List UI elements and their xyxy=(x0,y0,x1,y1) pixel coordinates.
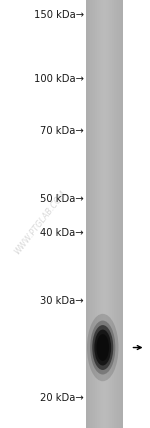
Text: 40 kDa→: 40 kDa→ xyxy=(40,228,84,238)
Text: 150 kDa→: 150 kDa→ xyxy=(34,10,84,21)
Ellipse shape xyxy=(92,325,113,370)
Text: 70 kDa→: 70 kDa→ xyxy=(40,126,84,137)
Text: 100 kDa→: 100 kDa→ xyxy=(34,74,84,84)
Text: 50 kDa→: 50 kDa→ xyxy=(40,193,84,204)
Text: 30 kDa→: 30 kDa→ xyxy=(40,296,84,306)
Ellipse shape xyxy=(96,334,109,361)
Text: WWW.PTGLAB.COM: WWW.PTGLAB.COM xyxy=(13,189,68,256)
Ellipse shape xyxy=(87,314,119,381)
Ellipse shape xyxy=(94,330,111,366)
Text: 20 kDa→: 20 kDa→ xyxy=(40,392,84,403)
Ellipse shape xyxy=(90,321,115,374)
